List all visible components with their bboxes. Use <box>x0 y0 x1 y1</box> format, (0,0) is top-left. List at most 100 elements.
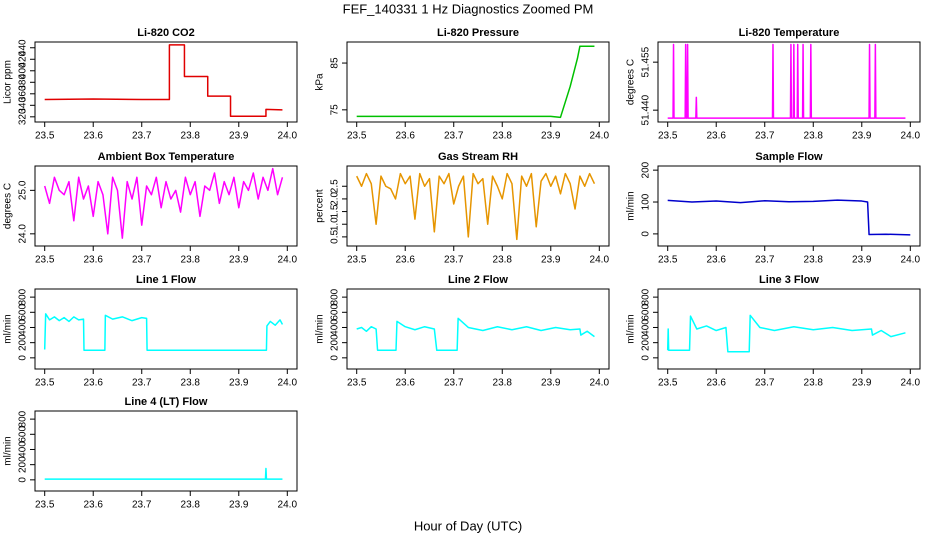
data-line <box>44 44 283 117</box>
x-tick-label: 23.7 <box>132 255 152 266</box>
x-tick-label: 23.5 <box>658 131 678 142</box>
x-tick-label: 23.8 <box>804 378 824 389</box>
x-tick-label: 24.0 <box>278 500 298 511</box>
plot-area <box>44 44 283 117</box>
x-axis-label: Hour of Day (UTC) <box>414 518 522 533</box>
x-tick-label: 23.8 <box>181 255 201 266</box>
x-tick-label: 23.6 <box>395 378 415 389</box>
y-tick-label: 51.455 <box>641 46 652 77</box>
x-tick-label: 23.6 <box>395 131 415 142</box>
y-tick-label: 1.0 <box>330 217 341 231</box>
x-tick-label: 24.0 <box>901 378 921 389</box>
y-tick-label: 24.0 <box>18 224 29 244</box>
panel-title: Ambient Box Temperature <box>98 151 235 163</box>
x-tick-label: 23.7 <box>755 255 775 266</box>
x-tick-label: 23.6 <box>706 131 726 142</box>
y-tick-label: 0 <box>18 477 29 483</box>
y-tick-label: 75 <box>330 104 341 116</box>
y-tick-label: 400 <box>641 319 652 336</box>
x-tick-label: 23.9 <box>852 255 872 266</box>
y-tick-label: 51.440 <box>641 94 652 125</box>
y-tick-label: 800 <box>330 288 341 305</box>
plot-area <box>43 167 284 239</box>
panel-title: Sample Flow <box>755 151 823 163</box>
x-tick-label: 24.0 <box>278 255 298 266</box>
y-tick-label: 2.0 <box>330 192 341 206</box>
x-tick-label: 23.7 <box>444 255 464 266</box>
x-tick-label: 23.7 <box>755 378 775 389</box>
y-axis-label: ml/min <box>3 314 14 343</box>
y-tick-label: 0 <box>330 355 341 361</box>
x-tick-label: 23.6 <box>706 255 726 266</box>
panel-title: Li-820 Temperature <box>739 27 840 39</box>
x-tick-label: 23.7 <box>132 500 152 511</box>
y-axis-label: Licor ppm <box>3 60 14 104</box>
y-tick-label: 200 <box>641 161 652 178</box>
x-tick-label: 23.5 <box>347 255 367 266</box>
plot-frame <box>34 288 298 370</box>
y-tick-label: 360 <box>18 85 29 102</box>
x-tick-label: 23.9 <box>541 131 561 142</box>
x-tick-label: 23.8 <box>493 131 513 142</box>
x-tick-label: 24.0 <box>278 378 298 389</box>
panel-title: Line 3 Flow <box>759 274 819 286</box>
y-axis-label: ml/min <box>315 314 326 343</box>
panel-title: Line 1 Flow <box>136 274 196 286</box>
data-line <box>666 314 906 353</box>
x-tick-label: 23.8 <box>181 131 201 142</box>
y-tick-label: 25.0 <box>18 180 29 200</box>
x-tick-label: 23.9 <box>229 500 249 511</box>
y-tick-label: 85 <box>330 57 341 69</box>
x-tick-label: 23.5 <box>347 131 367 142</box>
plot-frame <box>34 41 298 123</box>
y-tick-label: 0 <box>641 355 652 361</box>
data-line <box>667 43 906 119</box>
panel-title: Li-820 CO2 <box>137 27 194 39</box>
y-tick-label: 400 <box>18 62 29 79</box>
x-tick-label: 24.0 <box>590 131 610 142</box>
x-tick-label: 24.0 <box>590 255 610 266</box>
x-tick-label: 23.5 <box>35 378 55 389</box>
y-tick-label: 800 <box>18 410 29 427</box>
x-tick-label: 23.9 <box>229 131 249 142</box>
x-tick-label: 23.6 <box>83 500 103 511</box>
x-tick-label: 23.5 <box>658 255 678 266</box>
x-tick-label: 23.8 <box>804 131 824 142</box>
y-tick-label: 1.5 <box>330 204 341 218</box>
y-tick-label: 400 <box>18 319 29 336</box>
plot-area <box>667 199 911 236</box>
plot-frame <box>346 41 610 123</box>
x-tick-label: 24.0 <box>901 255 921 266</box>
y-tick-label: 320 <box>18 108 29 125</box>
data-line <box>356 45 595 119</box>
x-tick-label: 24.0 <box>278 131 298 142</box>
y-axis-label: degrees C <box>626 59 637 105</box>
y-tick-label: 420 <box>18 50 29 67</box>
panel-title: Line 2 Flow <box>448 274 508 286</box>
x-tick-label: 23.9 <box>229 255 249 266</box>
y-tick-label: 200 <box>18 334 29 351</box>
y-tick-label: 440 <box>18 39 29 56</box>
plot-area <box>44 467 283 480</box>
x-tick-label: 23.5 <box>347 378 367 389</box>
x-tick-label: 23.7 <box>444 131 464 142</box>
data-line <box>667 199 911 236</box>
panel-title: Line 4 (LT) Flow <box>125 396 208 408</box>
x-tick-label: 23.8 <box>493 255 513 266</box>
y-tick-label: 200 <box>641 334 652 351</box>
data-line <box>356 317 595 351</box>
y-tick-label: 400 <box>330 319 341 336</box>
plot-area <box>43 313 284 351</box>
data-line <box>43 167 284 239</box>
y-tick-label: 800 <box>18 288 29 305</box>
data-line <box>44 467 283 480</box>
x-tick-label: 23.8 <box>181 500 201 511</box>
y-tick-label: 100 <box>641 193 652 210</box>
y-tick-label: 200 <box>18 456 29 473</box>
x-tick-label: 23.5 <box>35 255 55 266</box>
panel-title: Li-820 Pressure <box>437 27 519 39</box>
x-tick-label: 23.8 <box>493 378 513 389</box>
y-tick-label: 200 <box>330 334 341 351</box>
